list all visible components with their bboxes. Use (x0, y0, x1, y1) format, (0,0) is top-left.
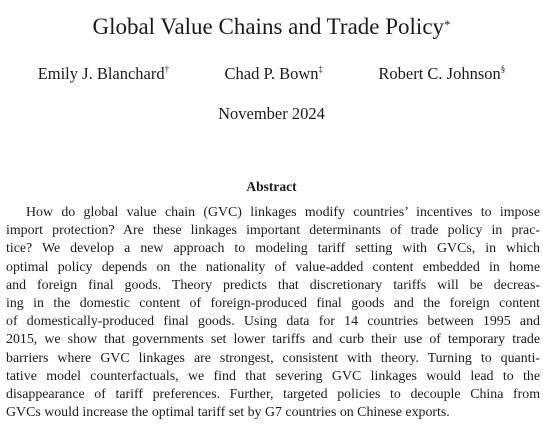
abstract-line: optimal policy depends on the nationalit… (6, 259, 540, 275)
abstract-line: import protection? Are these linkages im… (6, 223, 540, 239)
author-name: Robert C. Johnson (378, 64, 501, 83)
abstract-line: disappearance of tariff preferences. Fur… (6, 387, 540, 403)
author-name: Emily J. Blanchard (37, 64, 165, 83)
publication-date: November 2024 (218, 104, 325, 123)
author-footnote-mark: § (500, 64, 506, 74)
abstract-line: ing in the domestic content of foreign-p… (6, 296, 540, 312)
abstract-line: barriers where GVC linkages are stronges… (6, 350, 540, 366)
title-footnote-mark: * (444, 17, 451, 32)
paper-title: Global Value Chains and Trade Policy* (0, 12, 543, 42)
abstract-line: tice? We develop a new approach to model… (6, 241, 540, 257)
abstract-line: tative model counterfactuals, we find th… (6, 368, 540, 384)
author-3: Robert C. Johnson§ (378, 64, 505, 84)
abstract-line: 2015, we show that governments set lower… (6, 332, 540, 348)
title-text: Global Value Chains and Trade Policy (92, 14, 445, 39)
author-footnote-mark: † (164, 64, 170, 74)
abstract-body: How do global value chain (GVC) linkages… (6, 204, 540, 422)
abstract-line: and foreign final goods. Theory predicts… (6, 277, 540, 293)
author-1: Emily J. Blanchard† (38, 64, 169, 84)
author-name: Chad P. Bown (224, 64, 319, 83)
author-footnote-mark: ‡ (318, 64, 324, 74)
abstract-line: of domestically-produced final goods. Us… (6, 314, 540, 330)
abstract-line: GVCs would increase the optimal tariff s… (6, 405, 450, 421)
abstract-heading: Abstract (246, 179, 297, 194)
author-2: Chad P. Bown‡ (225, 64, 323, 84)
author-list: Emily J. Blanchard† Chad P. Bown‡ Robert… (0, 64, 543, 84)
abstract-line: How do global value chain (GVC) linkages… (26, 205, 540, 220)
